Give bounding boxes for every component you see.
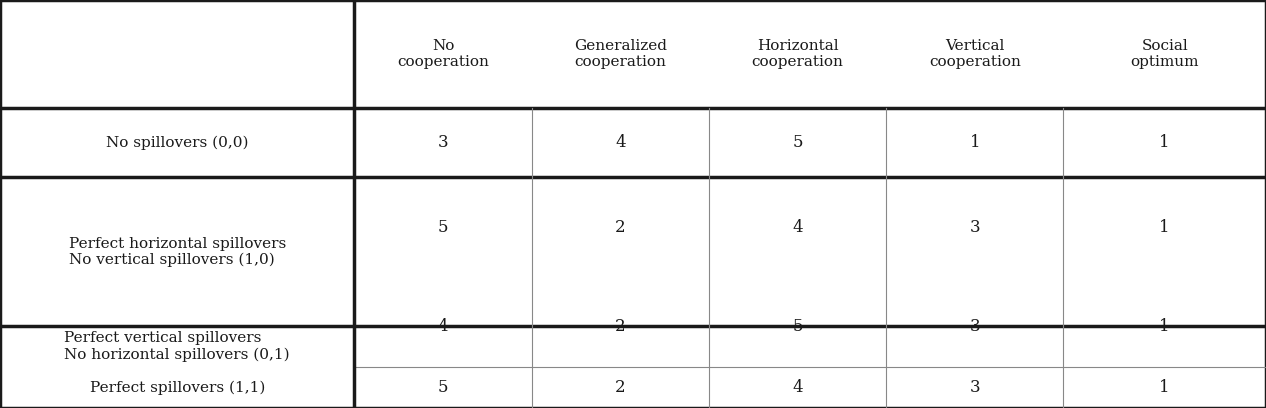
Text: No spillovers (0,0): No spillovers (0,0)	[106, 135, 248, 150]
Text: 3: 3	[970, 379, 980, 396]
Text: 2: 2	[615, 318, 625, 335]
Text: Perfect vertical spillovers
No horizontal spillovers (0,1): Perfect vertical spillovers No horizonta…	[65, 331, 290, 362]
Text: 4: 4	[438, 318, 448, 335]
Text: 1: 1	[1160, 134, 1170, 151]
Text: 1: 1	[1160, 379, 1170, 396]
Text: 2: 2	[615, 379, 625, 396]
Text: Perfect horizontal spillovers
No vertical spillovers (1,0): Perfect horizontal spillovers No vertica…	[68, 237, 286, 267]
Text: 1: 1	[1160, 219, 1170, 236]
Text: 1: 1	[1160, 318, 1170, 335]
Text: 5: 5	[438, 219, 448, 236]
Text: 4: 4	[793, 379, 803, 396]
Text: 5: 5	[438, 379, 448, 396]
Text: No
cooperation: No cooperation	[398, 39, 489, 69]
Text: 4: 4	[793, 219, 803, 236]
Text: 3: 3	[438, 134, 448, 151]
Text: 4: 4	[615, 134, 625, 151]
Text: Vertical
cooperation: Vertical cooperation	[929, 39, 1020, 69]
Text: Perfect spillovers (1,1): Perfect spillovers (1,1)	[90, 380, 265, 395]
Text: 3: 3	[970, 318, 980, 335]
Text: 1: 1	[970, 134, 980, 151]
Text: 5: 5	[793, 318, 803, 335]
Text: Horizontal
cooperation: Horizontal cooperation	[752, 39, 843, 69]
Text: 5: 5	[793, 134, 803, 151]
Text: 2: 2	[615, 219, 625, 236]
Text: Social
optimum: Social optimum	[1131, 39, 1199, 69]
Text: Generalized
cooperation: Generalized cooperation	[573, 39, 667, 69]
Text: 3: 3	[970, 219, 980, 236]
